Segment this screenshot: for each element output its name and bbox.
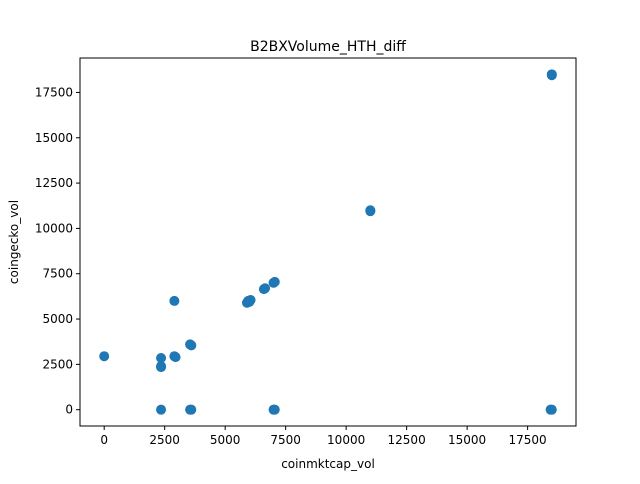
x-tick-label: 10000: [327, 433, 365, 447]
x-axis-label: coinmktcap_vol: [281, 457, 375, 471]
data-point: [260, 283, 271, 294]
data-point: [269, 276, 280, 287]
data-point: [156, 362, 167, 373]
x-tick-label: 5000: [210, 433, 241, 447]
data-point: [365, 205, 376, 216]
data-point: [156, 404, 167, 415]
data-point: [170, 352, 181, 363]
x-tick-label: 0: [100, 433, 108, 447]
y-axis-ticks: 0 2500 5000 7500 10000 12500 15000 17500: [35, 85, 80, 417]
y-tick-label: 5000: [42, 312, 73, 326]
data-point: [156, 353, 167, 364]
data-point: [99, 351, 110, 362]
y-tick-label: 0: [65, 403, 73, 417]
y-tick-label: 7500: [42, 267, 73, 281]
plot-area: [99, 69, 557, 415]
y-tick-label: 2500: [42, 357, 73, 371]
x-tick-label: 12500: [388, 433, 426, 447]
axes: [79, 57, 577, 427]
chart-title: B2BXVolume_HTH_diff: [250, 39, 406, 55]
data-point: [186, 340, 197, 351]
x-tick-label: 7500: [270, 433, 301, 447]
data-point: [245, 295, 256, 306]
data-point: [186, 404, 197, 415]
data-point: [269, 404, 280, 415]
x-axis-ticks: 0 2500 5000 7500 10000 12500 15000 17500: [100, 426, 547, 447]
axes-frame: [79, 57, 577, 427]
y-tick-label: 15000: [35, 131, 73, 145]
x-tick-label: 15000: [448, 433, 486, 447]
x-tick-label: 2500: [149, 433, 180, 447]
x-tick-label: 17500: [509, 433, 547, 447]
y-axis-label: coingecko_vol: [7, 200, 21, 284]
y-tick-label: 10000: [35, 221, 73, 235]
y-tick-label: 12500: [35, 176, 73, 190]
data-point: [169, 295, 180, 306]
y-tick-label: 17500: [35, 85, 73, 99]
data-point: [546, 69, 557, 80]
data-point: [545, 404, 556, 415]
